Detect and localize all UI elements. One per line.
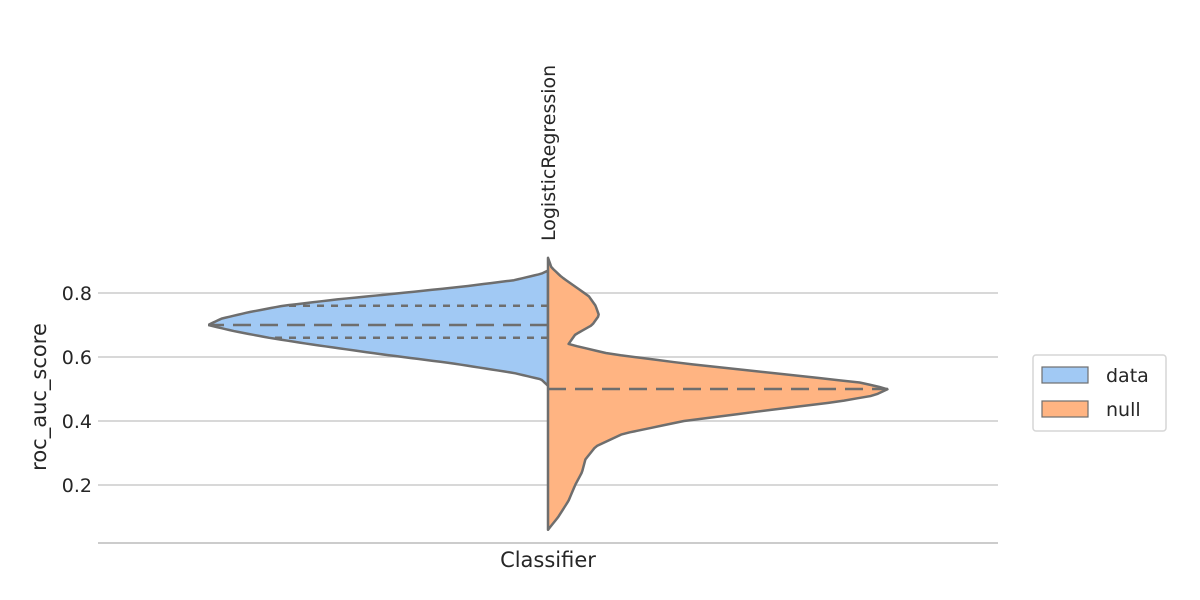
legend-label-data: data: [1106, 365, 1149, 387]
violin-layer: [208, 256, 889, 532]
y-tick-label-0_8: 0.8: [62, 283, 92, 305]
legend-label-null: null: [1106, 399, 1141, 421]
legend: data null: [1032, 354, 1167, 432]
legend-swatch-null: [1041, 400, 1089, 418]
y-axis-title: roc_auc_score: [27, 323, 52, 471]
y-tick-label-0_4: 0.4: [62, 411, 92, 433]
violin-half-null: [546, 256, 889, 532]
y-tick-labels: 0.2 0.4 0.6 0.8: [62, 283, 92, 497]
category-label: LogisticRegression: [538, 65, 560, 241]
x-axis-title: Classifier: [500, 548, 596, 572]
violin-half-data: [208, 269, 550, 388]
y-tick-label-0_2: 0.2: [62, 475, 92, 497]
legend-swatch-data: [1041, 366, 1089, 384]
y-tick-label-0_6: 0.6: [62, 347, 92, 369]
